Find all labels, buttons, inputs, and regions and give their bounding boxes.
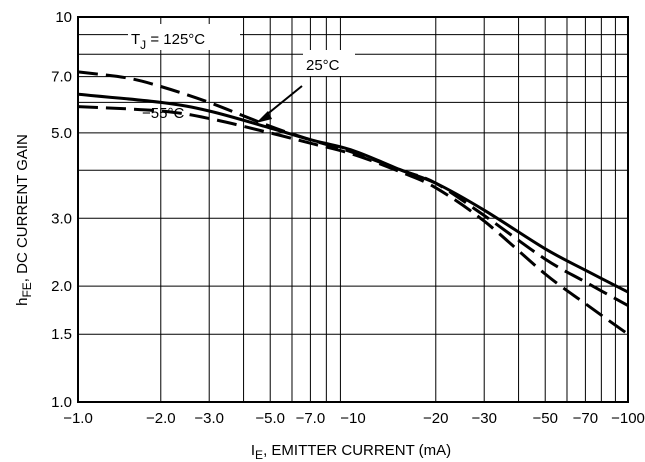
x-tick-label: −3.0 xyxy=(194,410,224,427)
y-tick-label: 2.0 xyxy=(51,278,72,295)
y-tick-label: 5.0 xyxy=(51,125,72,142)
series-line-2 xyxy=(77,105,629,336)
annotation-label: −55°C xyxy=(142,105,184,122)
x-axis-label-sub: E xyxy=(255,448,263,462)
y-axis-label: hFE, DC CURRENT GAIN xyxy=(14,134,34,306)
x-axis-label: IE, EMITTER CURRENT (mA) xyxy=(251,442,451,462)
y-tick-label: 3.0 xyxy=(51,210,72,227)
x-tick-labels: −1.0 −2.0 −3.0 −5.0 −7.0 −10 −20 −30 −50 −70 −100 xyxy=(63,410,645,427)
annotation-background xyxy=(303,50,355,76)
x-tick-label: −100 xyxy=(611,410,645,427)
series-line-1 xyxy=(77,92,629,294)
x-tick-label: −50 xyxy=(532,410,557,427)
y-tick-labels: 1.0 1.5 2.0 3.0 5.0 7.0 10 xyxy=(51,9,72,411)
y-axis-label-main: h xyxy=(14,298,31,306)
grid xyxy=(78,17,628,402)
curves xyxy=(77,70,629,336)
annotations: TJ = 125°C 25°C −55°C xyxy=(128,24,355,123)
annotation-background xyxy=(128,24,240,50)
x-tick-label: −2.0 xyxy=(146,410,176,427)
x-tick-label: −7.0 xyxy=(296,410,326,427)
y-axis-label-rest: , DC CURRENT GAIN xyxy=(14,134,31,282)
annotation-label: 25°C xyxy=(306,57,340,74)
annotation-arrowhead xyxy=(256,111,272,123)
annotation-label: TJ = 125°C xyxy=(131,31,205,52)
x-tick-label: −10 xyxy=(340,410,365,427)
x-tick-label: −5.0 xyxy=(255,410,285,427)
y-tick-label: 10 xyxy=(55,9,72,26)
x-tick-label: −1.0 xyxy=(63,410,93,427)
y-tick-label: 7.0 xyxy=(51,69,72,86)
x-axis-label-main: I xyxy=(251,442,255,459)
plot-frame xyxy=(77,16,629,403)
y-axis-label-sub: FE xyxy=(20,282,34,297)
x-axis-label-rest: , EMITTER CURRENT (mA) xyxy=(263,442,451,459)
y-tick-label: 1.5 xyxy=(51,326,72,343)
y-tick-label: 1.0 xyxy=(51,394,72,411)
annotation-leader-line xyxy=(264,85,303,117)
x-tick-label: −30 xyxy=(471,410,496,427)
series-line-0 xyxy=(77,70,629,307)
x-tick-label: −70 xyxy=(573,410,598,427)
x-tick-label: −20 xyxy=(423,410,448,427)
